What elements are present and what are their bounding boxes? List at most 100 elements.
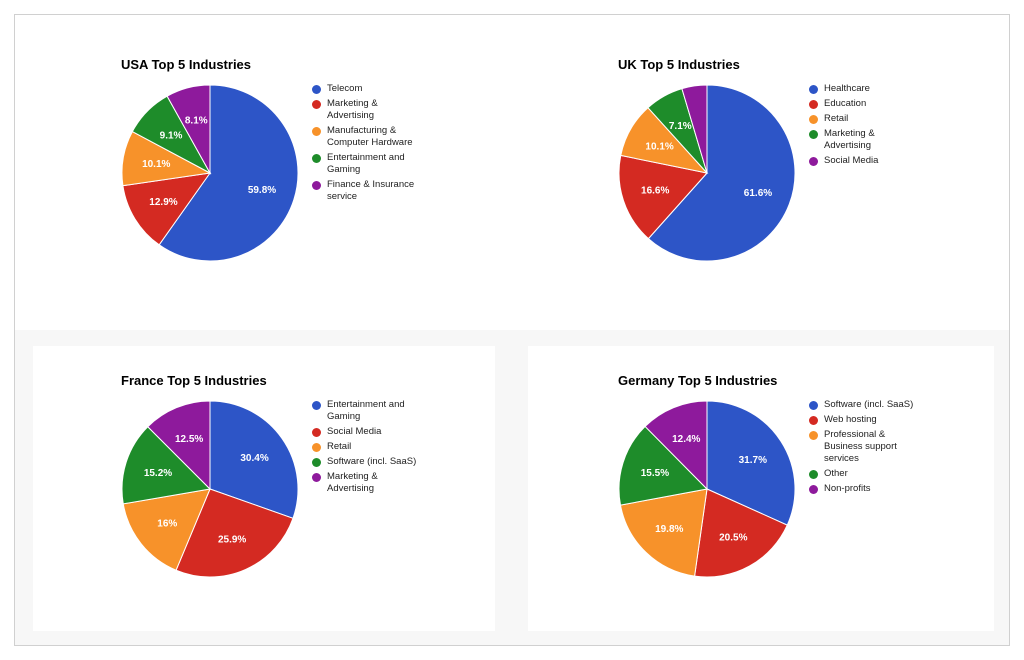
legend-label: Professional & Business support services [824, 429, 897, 464]
legend-swatch [312, 85, 321, 94]
legend-label: Entertainment and Gaming [327, 399, 405, 422]
pie-slice-web-hosting [694, 488, 788, 578]
legend-label: Telecom [327, 83, 363, 94]
legend-swatch [809, 100, 818, 109]
pie-slice-telecom [158, 84, 299, 262]
uk-legend: Healthcare Education Retail Marketing & Adv… [809, 83, 919, 170]
legend-item-other: Other [809, 468, 919, 480]
france-chart-title: France Top 5 Industries [121, 373, 267, 388]
legend-label: Retail [824, 113, 849, 124]
legend-swatch [312, 428, 321, 437]
pie-value-label: 10.1% [142, 159, 170, 170]
pie-value-label: 31.7% [739, 455, 767, 466]
legend-item-healthcare: Healthcare [809, 83, 919, 95]
pie-value-label: 25.9% [218, 534, 246, 545]
pie-slice-software-incl-saas [706, 400, 796, 526]
legend-item-finance-insurance-service: Finance & Insurance service [312, 179, 422, 203]
pie-slice-software-incl-saas [121, 426, 212, 505]
legend-item-retail: Retail [809, 113, 919, 125]
pie-slice-non-profits [644, 400, 708, 491]
legend-label: Education [824, 98, 867, 109]
pie-slice-entertainment-and-gaming [209, 400, 299, 519]
germany-pie-chart: 31.7% 20.5% 19.8% 15.5% 12.4% [618, 400, 796, 578]
pie-value-label: 30.4% [240, 453, 268, 464]
legend-swatch [809, 401, 818, 410]
legend-swatch [809, 85, 818, 94]
legend-swatch [312, 154, 321, 163]
legend-swatch [809, 416, 818, 425]
legend-label: Entertainment and Gaming [327, 152, 405, 175]
pie-slice-marketing-advertising [147, 400, 211, 491]
legend-item-retail: Retail [312, 441, 422, 453]
legend-item-entertainment-and-gaming: Entertainment and Gaming [312, 152, 422, 176]
legend-swatch [312, 458, 321, 467]
pie-slice-education [618, 154, 708, 240]
uk-chart-title: UK Top 5 Industries [618, 57, 740, 72]
pie-value-label: 8.1% [185, 116, 208, 127]
legend-label: Social Media [824, 155, 879, 166]
legend-label: Social Media [327, 426, 382, 437]
legend-item-professional-business-support-services: Professional & Business support services [809, 429, 919, 465]
pie-value-label: 12.5% [175, 434, 203, 445]
legend-label: Web hosting [824, 414, 877, 425]
legend-item-non-profits: Non-profits [809, 483, 919, 495]
legend-item-social-media: Social Media [312, 426, 422, 438]
legend-label: Marketing & Advertising [824, 128, 875, 151]
legend-label: Non-profits [824, 483, 871, 494]
legend-item-software-incl-saas: Software (incl. SaaS) [809, 399, 919, 411]
pie-value-label: 19.8% [655, 524, 683, 535]
legend-item-software-incl-saas: Software (incl. SaaS) [312, 456, 422, 468]
pie-slice-professional-business-support-services [619, 488, 708, 577]
pie-slice-other [618, 425, 709, 506]
pie-slice-healthcare [647, 84, 796, 262]
pie-value-label: 16% [157, 518, 177, 529]
pie-value-label: 10.1% [645, 141, 673, 152]
pie-value-label: 61.6% [744, 188, 772, 199]
legend-swatch [809, 470, 818, 479]
usa-pie-chart: 59.8% 12.9% 10.1% 9.1%8.1% [121, 84, 299, 262]
pie-slice-social-media [175, 488, 294, 578]
france-pie-chart: 30.4% 25.9% 16% 15.2% 12.5% [121, 400, 299, 578]
legend-swatch [312, 100, 321, 109]
legend-label: Marketing & Advertising [327, 98, 378, 121]
pie-value-label: 20.5% [719, 532, 747, 543]
legend-item-social-media: Social Media [809, 155, 919, 167]
uk-pie-chart: 61.6% 16.6% 10.1% 7.1% [618, 84, 796, 262]
legend-swatch [312, 127, 321, 136]
legend-label: Marketing & Advertising [327, 471, 378, 494]
germany-legend: Software (incl. SaaS) Web hosting Professi… [809, 399, 919, 498]
legend-item-telecom: Telecom [312, 83, 422, 95]
france-legend: Entertainment and Gaming Social Media Reta… [312, 399, 422, 498]
legend-item-entertainment-and-gaming: Entertainment and Gaming [312, 399, 422, 423]
legend-label: Retail [327, 441, 352, 452]
legend-swatch [809, 157, 818, 166]
legend-swatch [312, 473, 321, 482]
legend-item-web-hosting: Web hosting [809, 414, 919, 426]
germany-chart-title: Germany Top 5 Industries [618, 373, 778, 388]
legend-item-manufacturing-computer-hardware: Manufacturing & Computer Hardware [312, 125, 422, 149]
legend-label: Other [824, 468, 848, 479]
legend-item-marketing-advertising: Marketing & Advertising [312, 471, 422, 495]
legend-item-marketing-advertising: Marketing & Advertising [312, 98, 422, 122]
legend-item-marketing-advertising: Marketing & Advertising [809, 128, 919, 152]
legend-swatch [312, 443, 321, 452]
pie-value-label: 12.9% [149, 197, 177, 208]
pie-slice-retail [122, 488, 211, 571]
pie-value-label: 9.1% [160, 130, 183, 141]
pie-value-label: 7.1% [669, 121, 692, 132]
pie-value-label: 15.2% [144, 468, 172, 479]
legend-label: Finance & Insurance service [327, 179, 415, 202]
pie-value-label: 16.6% [641, 186, 669, 197]
pie-slice-marketing-advertising [122, 172, 212, 246]
pie-slice-finance-insurance-service [166, 84, 211, 175]
legend-swatch [312, 181, 321, 190]
pie-value-label: 59.8% [248, 185, 276, 196]
legend-label: Healthcare [824, 83, 870, 94]
pie-slice-social-media [681, 84, 708, 174]
legend-swatch [809, 130, 818, 139]
legend-label: Manufacturing & Computer Hardware [327, 125, 413, 148]
legend-swatch [312, 401, 321, 410]
legend-swatch [809, 485, 818, 494]
legend-swatch [809, 431, 818, 440]
pie-value-label: 15.5% [641, 468, 669, 479]
